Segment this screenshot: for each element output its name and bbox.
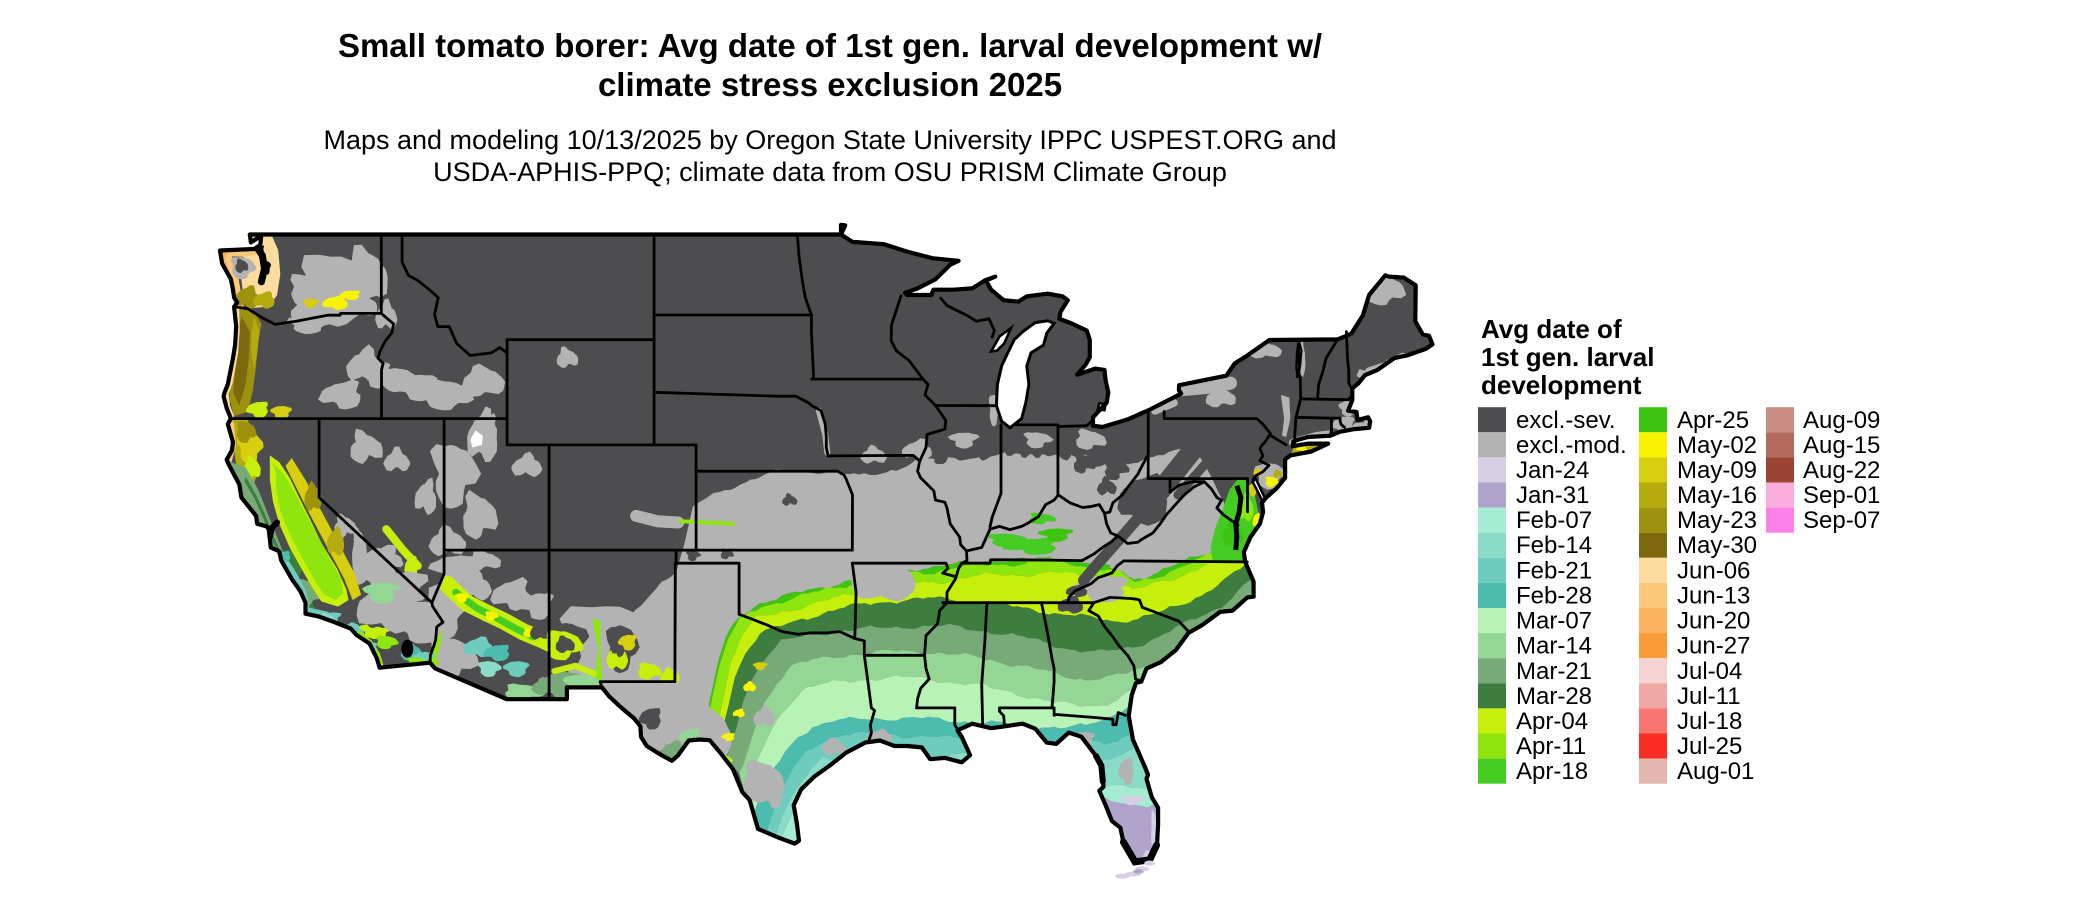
svg-text:development: development [1481,370,1642,400]
svg-text:Apr-11: Apr-11 [1516,733,1586,760]
svg-text:Aug-09: Aug-09 [1803,407,1880,434]
svg-text:May-02: May-02 [1677,432,1757,459]
svg-text:Feb-28: Feb-28 [1516,582,1592,609]
svg-text:climate stress exclusion 2025: climate stress exclusion 2025 [598,66,1062,103]
svg-text:Jul-11: Jul-11 [1677,683,1741,710]
svg-text:Mar-28: Mar-28 [1516,683,1592,710]
svg-text:Mar-21: Mar-21 [1516,658,1592,685]
svg-text:1st gen. larval: 1st gen. larval [1481,342,1654,372]
svg-text:May-09: May-09 [1677,457,1757,484]
svg-text:Jan-24: Jan-24 [1516,457,1589,484]
svg-text:Aug-22: Aug-22 [1803,457,1880,484]
svg-text:Jun-13: Jun-13 [1677,582,1750,609]
svg-text:Feb-21: Feb-21 [1516,557,1592,584]
svg-text:Feb-14: Feb-14 [1516,532,1592,559]
svg-text:May-30: May-30 [1677,532,1757,559]
svg-text:Jun-06: Jun-06 [1677,557,1750,584]
svg-text:Aug-01: Aug-01 [1677,758,1754,785]
svg-text:Mar-14: Mar-14 [1516,633,1592,660]
svg-text:Apr-18: Apr-18 [1516,758,1588,785]
svg-text:Sep-07: Sep-07 [1803,507,1880,534]
svg-text:Jan-31: Jan-31 [1516,482,1589,509]
svg-text:Jul-25: Jul-25 [1677,733,1742,760]
svg-text:excl.-sev.: excl.-sev. [1516,407,1616,434]
svg-text:Maps and modeling 10/13/2025 b: Maps and modeling 10/13/2025 by Oregon S… [323,125,1336,155]
svg-text:Apr-25: Apr-25 [1677,407,1749,434]
svg-text:Apr-04: Apr-04 [1516,708,1588,735]
svg-text:Feb-07: Feb-07 [1516,507,1592,534]
svg-text:Small tomato borer: Avg date o: Small tomato borer: Avg date of 1st gen.… [338,27,1322,64]
svg-text:May-23: May-23 [1677,507,1757,534]
svg-text:Mar-07: Mar-07 [1516,608,1592,635]
svg-text:Jul-04: Jul-04 [1677,658,1742,685]
svg-text:excl.-mod.: excl.-mod. [1516,432,1627,459]
svg-text:Jul-18: Jul-18 [1677,708,1742,735]
svg-text:Jun-20: Jun-20 [1677,608,1750,635]
svg-text:Aug-15: Aug-15 [1803,432,1880,459]
svg-text:May-16: May-16 [1677,482,1757,509]
svg-text:Sep-01: Sep-01 [1803,482,1880,509]
svg-text:Avg date of: Avg date of [1481,314,1622,344]
svg-text:Jun-27: Jun-27 [1677,633,1750,660]
svg-text:USDA-APHIS-PPQ; climate data f: USDA-APHIS-PPQ; climate data from OSU PR… [433,157,1227,187]
